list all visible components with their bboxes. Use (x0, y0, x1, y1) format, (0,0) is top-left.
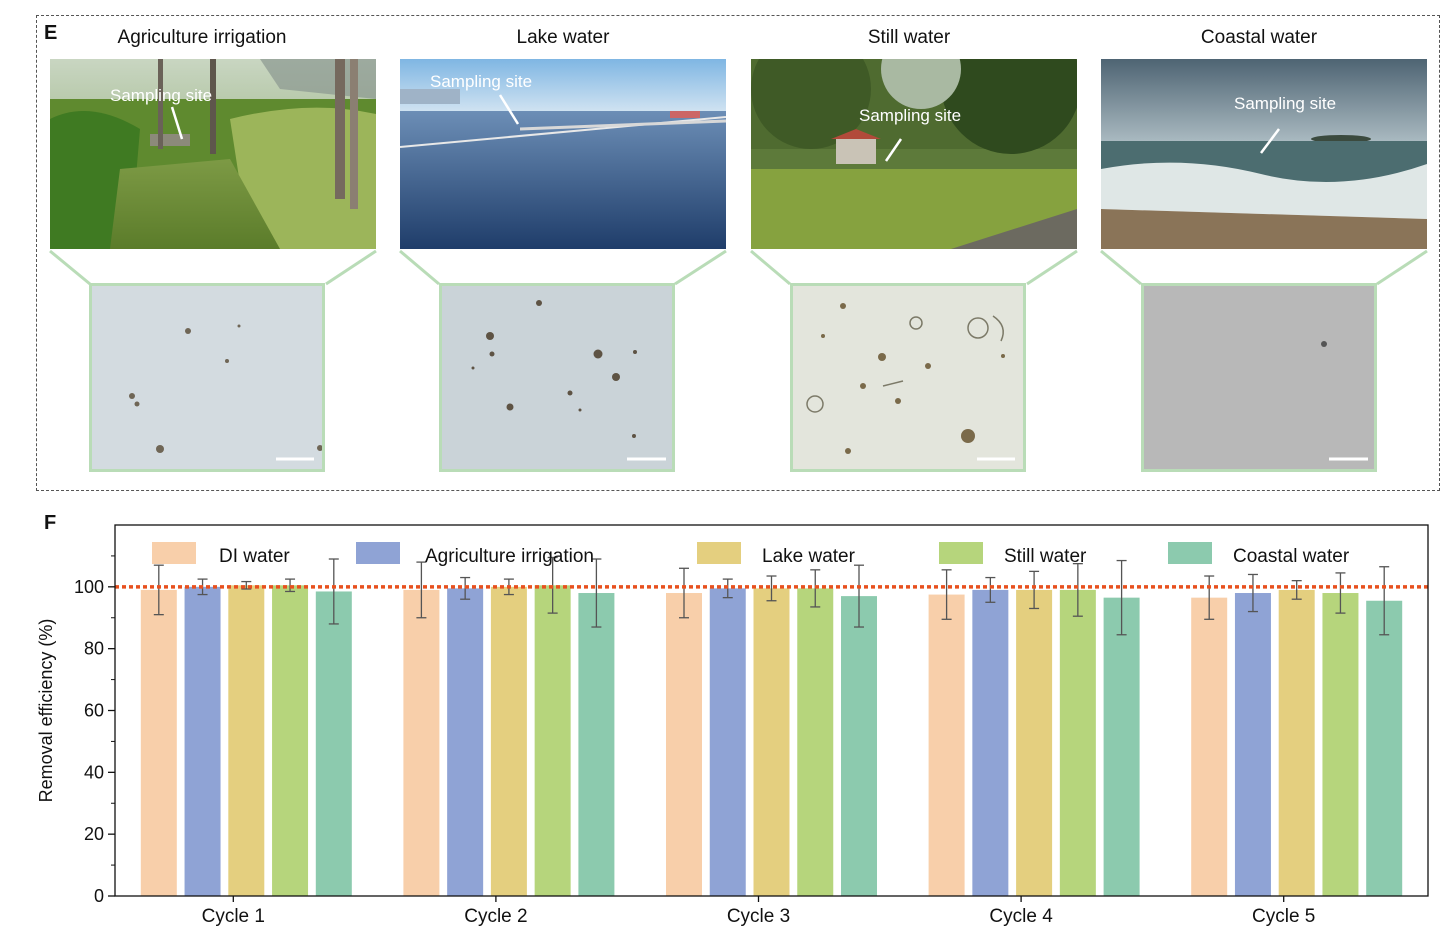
x-tick-label: Cycle 3 (727, 906, 790, 927)
y-tick-label: 80 (84, 639, 104, 659)
panel-e-label: E (44, 22, 58, 44)
y-tick-label: 20 (84, 824, 104, 844)
bar (578, 593, 615, 896)
bar (447, 588, 484, 896)
legend-label: Still water (1004, 546, 1087, 567)
bar (140, 589, 177, 896)
bar (228, 585, 265, 896)
bar (184, 586, 221, 896)
bar (1191, 597, 1228, 896)
bar (928, 594, 965, 896)
bar (972, 589, 1009, 896)
sampling-site-annotation: Sampling site (1234, 94, 1336, 113)
sampling-site-annotation: Sampling site (859, 106, 961, 125)
legend-swatch (356, 542, 400, 564)
y-axis-label: Removal efficiency (%) (36, 619, 56, 803)
legend-label: Agriculture irrigation (425, 546, 594, 567)
bar (1278, 589, 1315, 896)
x-tick-label: Cycle 2 (464, 906, 527, 927)
agriculture-micrograph (89, 283, 325, 472)
bar (666, 593, 702, 896)
bar (403, 589, 440, 896)
x-tick-label: Cycle 4 (989, 906, 1053, 927)
removal-efficiency-chart: 0 20 40 60 80 100 Cycle 1 Cycle 2 Cycle 3 Cycle 4… (36, 524, 1429, 927)
bar (1016, 589, 1053, 896)
coastal-water-photo: Sampling site (1101, 59, 1427, 249)
site-title-coastal: Coastal water (1200, 27, 1318, 48)
bar (1103, 597, 1140, 896)
site-title-still: Still water (867, 27, 951, 48)
lake-micrograph (439, 283, 675, 472)
legend-label: Coastal water (1233, 546, 1350, 567)
x-tick-label: Cycle 1 (202, 906, 265, 927)
bar (1059, 589, 1096, 896)
bar (1366, 600, 1403, 896)
bar (534, 585, 571, 896)
bar (709, 588, 746, 896)
bar (1322, 593, 1359, 896)
bar (1234, 593, 1271, 896)
panel-e-frame (36, 15, 1440, 491)
legend-swatch (939, 542, 983, 564)
legend-swatch (697, 542, 741, 564)
y-tick-label: 0 (94, 886, 104, 906)
legend-label: Lake water (762, 546, 856, 567)
y-tick-label: 60 (84, 701, 104, 721)
legend-label: DI water (219, 546, 290, 567)
bar (490, 586, 527, 896)
sampling-site-annotation: Sampling site (430, 72, 532, 91)
y-tick-label: 100 (74, 577, 104, 597)
still-water-photo: Sampling site (751, 59, 1077, 249)
still-water-micrograph (790, 283, 1026, 472)
y-tick-label: 40 (84, 762, 104, 782)
agriculture-irrigation-photo: Sampling site (50, 59, 376, 249)
bar (797, 588, 834, 896)
lake-water-photo: Sampling site (400, 59, 726, 249)
legend-swatch (152, 542, 196, 564)
bar (272, 585, 309, 896)
site-title-agriculture: Agriculture irrigation (117, 27, 287, 48)
sampling-site-annotation: Sampling site (110, 86, 212, 105)
legend-swatch (1168, 542, 1212, 564)
panel-f-label: F (44, 512, 57, 534)
bar (315, 591, 352, 896)
bar (753, 588, 790, 896)
coastal-micrograph (1141, 283, 1377, 472)
x-tick-label: Cycle 5 (1252, 906, 1315, 927)
bar (841, 596, 877, 896)
site-title-lake: Lake water (516, 27, 610, 48)
